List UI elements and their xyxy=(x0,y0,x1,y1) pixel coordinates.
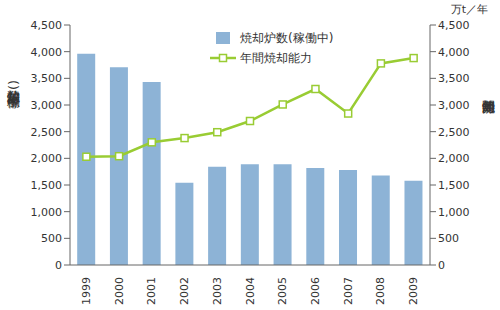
svg-text:4,500: 4,500 xyxy=(31,19,63,32)
svg-text:2009: 2009 xyxy=(407,277,420,305)
svg-text:1,000: 1,000 xyxy=(31,206,63,219)
svg-text:2003: 2003 xyxy=(211,277,224,305)
svg-text:1999: 1999 xyxy=(80,277,93,305)
svg-text:2,000: 2,000 xyxy=(31,152,63,165)
svg-text:2000: 2000 xyxy=(113,277,126,305)
svg-text:2004: 2004 xyxy=(244,277,257,305)
svg-text:4,500: 4,500 xyxy=(438,19,470,32)
svg-text:2005: 2005 xyxy=(276,277,289,305)
svg-text:3,000: 3,000 xyxy=(438,99,470,112)
svg-text:3,500: 3,500 xyxy=(438,72,470,85)
html-text:年間焼却能力: 年間焼却能力 xyxy=(240,50,312,65)
svg-text:2001: 2001 xyxy=(145,277,158,305)
svg-text:0: 0 xyxy=(55,259,62,272)
html-text:焼却炉数(稼働中): 焼却炉数(稼働中) xyxy=(6,80,21,91)
svg-text:2008: 2008 xyxy=(374,277,387,305)
svg-text:500: 500 xyxy=(438,232,459,245)
svg-text:500: 500 xyxy=(41,232,62,245)
svg-text:2,500: 2,500 xyxy=(438,126,470,139)
svg-text:0: 0 xyxy=(438,259,445,272)
svg-text:2006: 2006 xyxy=(309,277,322,305)
html-text:焼却炉数(稼働中): 焼却炉数(稼働中) xyxy=(240,30,334,45)
svg-text:2,500: 2,500 xyxy=(31,126,63,139)
html-text:万t／年: 万t／年 xyxy=(450,3,488,16)
svg-text:4,000: 4,000 xyxy=(438,46,470,59)
svg-text:3,500: 3,500 xyxy=(31,72,63,85)
svg-text:4,000: 4,000 xyxy=(31,46,63,59)
svg-text:2,000: 2,000 xyxy=(438,152,470,165)
svg-text:1,000: 1,000 xyxy=(438,206,470,219)
svg-text:2007: 2007 xyxy=(342,277,355,305)
svg-text:1,500: 1,500 xyxy=(438,179,470,192)
svg-text:2002: 2002 xyxy=(178,277,191,305)
svg-text:1,500: 1,500 xyxy=(31,179,63,192)
svg-text:3,000: 3,000 xyxy=(31,99,63,112)
